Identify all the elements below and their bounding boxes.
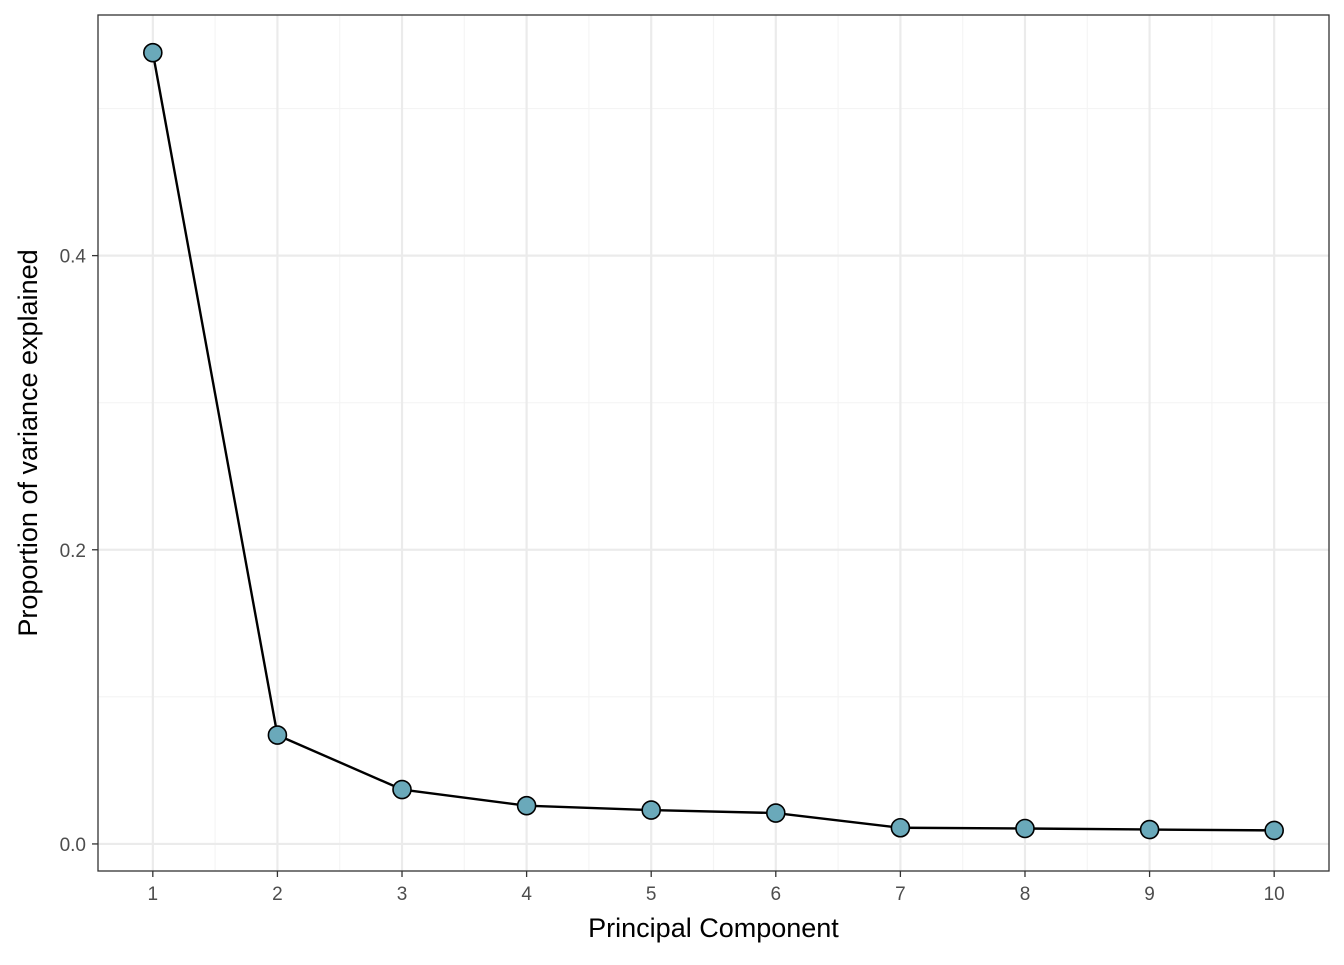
x-axis-title: Principal Component <box>588 913 839 943</box>
x-tick-label: 6 <box>771 884 782 905</box>
y-axis-title: Proportion of variance explained <box>13 249 43 636</box>
y-tick-label: 0.4 <box>60 247 87 268</box>
series-line <box>151 52 1275 832</box>
x-tick-label: 3 <box>397 884 408 905</box>
data-point <box>890 817 911 838</box>
x-tick-label: 10 <box>1264 884 1285 905</box>
data-point <box>143 42 163 63</box>
x-tick-label: 9 <box>1144 884 1155 905</box>
y-tick-label: 0.0 <box>60 835 86 856</box>
x-tick-label: 2 <box>272 884 283 905</box>
data-point <box>1264 820 1284 841</box>
y-tick-label: 0.2 <box>60 541 86 562</box>
data-point <box>641 800 662 820</box>
axes: 1 2 3 4 5 6 7 8 9 10 0.0 0.2 0.4 <box>60 247 1285 905</box>
grid-lines <box>98 15 1329 871</box>
x-tick-label: 1 <box>148 884 159 905</box>
data-point <box>267 725 288 745</box>
x-tick-label: 4 <box>521 884 532 905</box>
data-point <box>1015 818 1035 839</box>
data-point <box>516 795 537 816</box>
data-point <box>1139 819 1160 840</box>
x-tick-label: 8 <box>1020 884 1031 905</box>
data-point <box>765 803 786 823</box>
panel-border <box>97 14 1330 872</box>
data-points <box>143 42 1284 841</box>
x-tick-label: 5 <box>646 884 657 905</box>
data-point <box>392 779 412 800</box>
x-tick-label: 7 <box>895 884 906 905</box>
data-layer <box>143 42 1284 841</box>
